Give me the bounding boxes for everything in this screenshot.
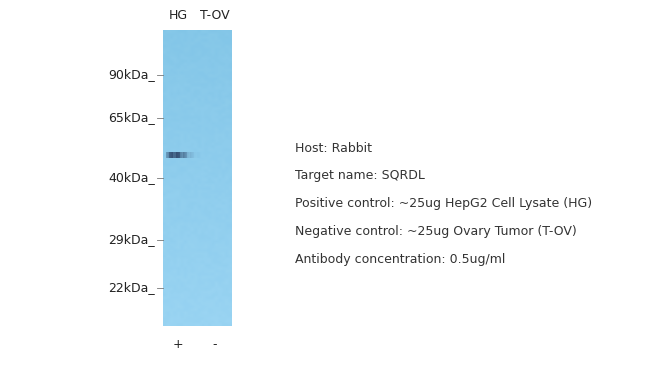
Bar	[170, 152, 172, 158]
Bar	[176, 152, 177, 158]
Text: T-OV: T-OV	[200, 9, 230, 22]
Bar	[199, 152, 200, 158]
Bar	[191, 152, 192, 158]
Bar	[183, 152, 185, 158]
Bar	[168, 152, 170, 158]
Bar	[183, 152, 184, 158]
Text: HG: HG	[168, 9, 188, 22]
Bar	[198, 152, 199, 158]
Text: Negative control: ~25ug Ovary Tumor (T-OV): Negative control: ~25ug Ovary Tumor (T-O…	[295, 225, 577, 239]
Bar	[186, 152, 187, 158]
Bar	[175, 152, 176, 158]
Bar	[182, 152, 183, 158]
Text: 29kDa_: 29kDa_	[109, 234, 155, 246]
Bar	[198, 152, 200, 158]
Bar	[194, 152, 195, 158]
Bar	[170, 152, 171, 158]
Bar	[190, 152, 191, 158]
Bar	[177, 152, 179, 158]
Text: 22kDa_: 22kDa_	[109, 281, 155, 295]
Bar	[187, 152, 188, 158]
Text: Positive control: ~25ug HepG2 Cell Lysate (HG): Positive control: ~25ug HepG2 Cell Lysat…	[295, 198, 592, 210]
Bar	[185, 152, 186, 158]
Bar	[195, 152, 196, 158]
Bar	[166, 152, 167, 158]
Text: Host: Rabbit: Host: Rabbit	[295, 142, 372, 154]
Bar	[168, 152, 169, 158]
Bar	[196, 152, 197, 158]
Text: +: +	[173, 338, 183, 351]
Bar	[196, 152, 198, 158]
Bar	[190, 152, 192, 158]
Bar	[188, 152, 189, 158]
Bar	[173, 152, 174, 158]
Text: Antibody concentration: 0.5ug/ml: Antibody concentration: 0.5ug/ml	[295, 254, 506, 266]
Text: 65kDa_: 65kDa_	[109, 112, 155, 124]
Bar	[180, 152, 181, 158]
Bar	[176, 152, 178, 158]
Bar	[178, 152, 179, 158]
Bar	[188, 152, 190, 158]
Bar	[172, 152, 174, 158]
Bar	[193, 152, 194, 158]
Bar	[171, 152, 173, 158]
Bar	[181, 152, 182, 158]
Text: 40kDa_: 40kDa_	[109, 172, 155, 184]
Bar	[200, 152, 202, 158]
Bar	[174, 152, 176, 158]
Text: -: -	[213, 338, 217, 351]
Text: 90kDa_: 90kDa_	[109, 68, 155, 82]
Bar	[167, 152, 168, 158]
Bar	[179, 152, 181, 158]
Bar	[192, 152, 194, 158]
Text: Target name: SQRDL: Target name: SQRDL	[295, 169, 425, 183]
Bar	[185, 152, 187, 158]
